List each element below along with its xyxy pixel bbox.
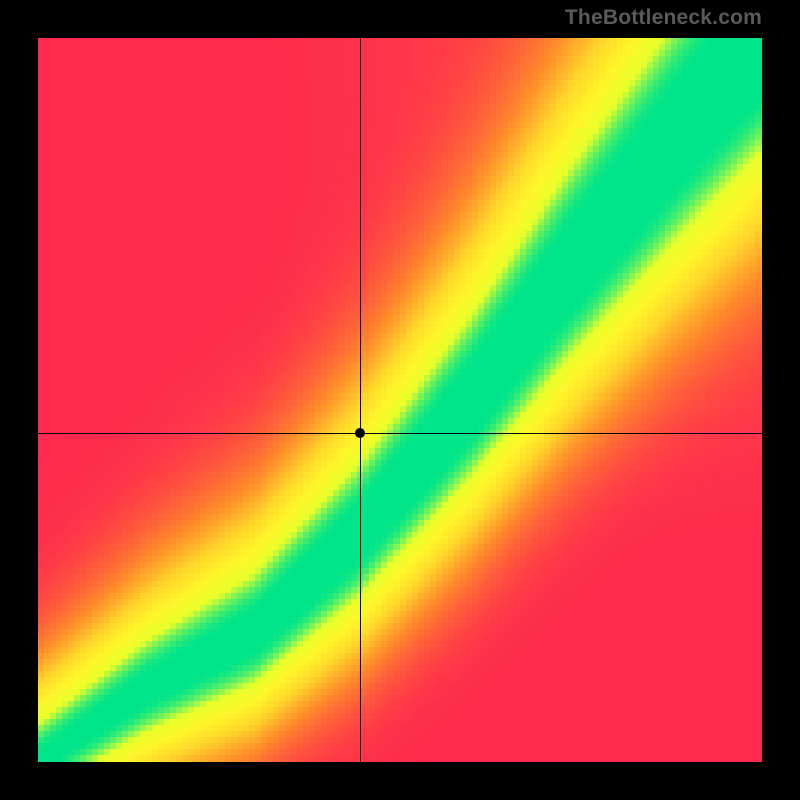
crosshair-marker: [355, 428, 365, 438]
crosshair-horizontal: [38, 433, 762, 434]
attribution-text: TheBottleneck.com: [565, 6, 762, 30]
heatmap-canvas: [38, 38, 762, 762]
heatmap-plot: [38, 38, 762, 762]
chart-container: TheBottleneck.com: [0, 0, 800, 800]
crosshair-vertical: [360, 38, 361, 762]
